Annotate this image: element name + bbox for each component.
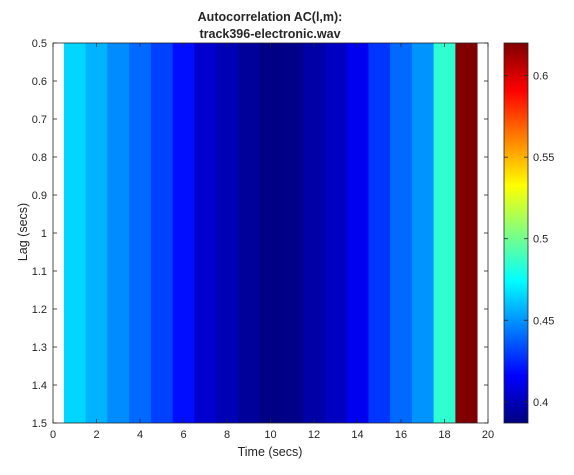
heatmap-cell <box>216 43 239 423</box>
heatmap-cell <box>303 43 326 423</box>
y-tick-label: 0.8 <box>32 152 47 164</box>
y-axis: 0.5 0.6 0.7 0.8 0.9 1 1.1 1.2 1.3 1.4 1.5 <box>32 38 488 430</box>
heatmap-cell <box>129 43 152 423</box>
colorbar-tick-label: 0.4 <box>533 397 548 409</box>
y-tick-label: 1 <box>41 228 47 240</box>
chart-title-line-1: Autocorrelation AC(l,m): <box>198 10 343 24</box>
heatmap-cell <box>63 43 87 423</box>
colorbar-tick-label: 0.45 <box>533 315 554 327</box>
x-tick-label: 0 <box>50 429 56 441</box>
heatmap-cell <box>85 43 108 423</box>
chart-title-line-2: track396-electronic.wav <box>199 27 340 41</box>
heatmap-area <box>52 42 489 424</box>
colorbar-tick-label: 0.5 <box>533 234 548 246</box>
heatmap-cell <box>411 43 435 423</box>
chart-title: Autocorrelation AC(l,m): track396-electr… <box>198 10 343 41</box>
colorbar-tick-label: 0.6 <box>533 71 548 83</box>
x-axis: 0 2 4 6 8 10 12 14 16 18 20 <box>50 43 494 441</box>
heatmap-cell <box>324 43 348 423</box>
y-tick-label: 1.3 <box>32 342 47 354</box>
y-tick-label: 1.1 <box>32 266 47 278</box>
x-tick-label: 16 <box>395 429 407 441</box>
y-tick-label: 1.2 <box>32 304 47 316</box>
heatmap-cell <box>346 43 369 423</box>
x-tick-label: 6 <box>180 429 186 441</box>
y-tick-label: 1.5 <box>32 418 47 430</box>
heatmap-cell <box>107 43 130 423</box>
heatmap-cell <box>194 43 217 423</box>
x-tick-label: 12 <box>308 429 320 441</box>
x-tick-label: 14 <box>351 429 363 441</box>
heatmap-cell <box>368 43 391 423</box>
heatmap-cell <box>455 43 478 423</box>
heatmap-cell <box>259 43 282 423</box>
colorbar-gradient <box>503 42 529 424</box>
heatmap-cell <box>150 43 174 423</box>
heatmap-cell <box>433 43 456 423</box>
x-tick-label: 2 <box>93 429 99 441</box>
y-axis-label: Lag (secs) <box>16 203 30 261</box>
heatmap-cell <box>390 43 413 423</box>
x-tick-label: 20 <box>482 429 494 441</box>
x-tick-label: 18 <box>438 429 450 441</box>
x-axis-label: Time (secs) <box>238 445 303 459</box>
heatmap-cell <box>172 43 195 423</box>
y-tick-label: 0.5 <box>32 38 47 50</box>
y-tick-label: 0.7 <box>32 114 47 126</box>
x-tick-label: 8 <box>224 429 230 441</box>
colorbar: 0.4 0.45 0.5 0.55 0.6 <box>503 42 554 424</box>
x-tick-label: 10 <box>264 429 276 441</box>
heatmap-cell <box>237 43 261 423</box>
x-tick-label: 4 <box>137 429 143 441</box>
y-tick-label: 0.9 <box>32 190 47 202</box>
colorbar-tick-label: 0.55 <box>533 152 554 164</box>
y-tick-label: 1.4 <box>32 380 47 392</box>
y-tick-label: 0.6 <box>32 76 47 88</box>
heatmap-cell <box>281 43 304 423</box>
